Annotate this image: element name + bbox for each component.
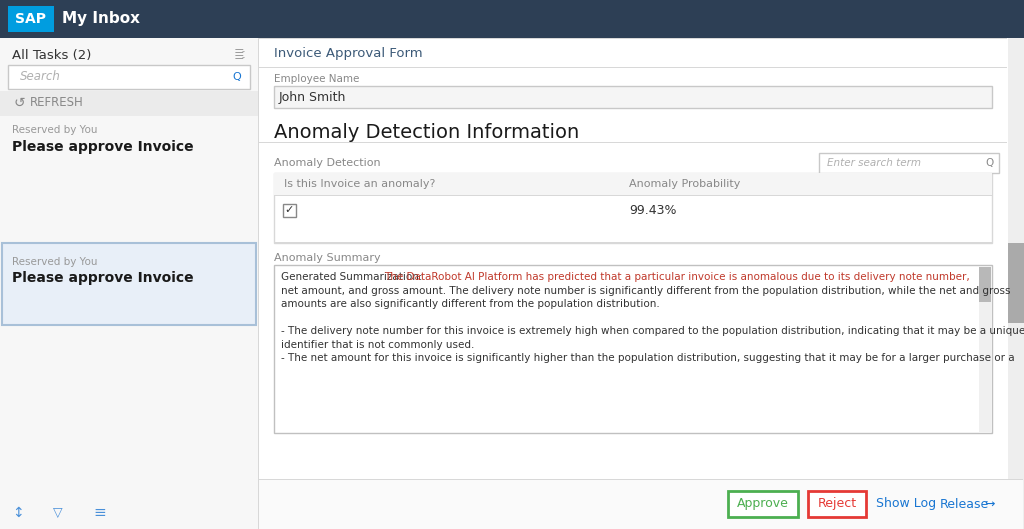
Bar [259,38,1007,68]
Text: Generated Summarization:: Generated Summarization: [281,272,426,282]
Text: -: - [242,48,245,57]
Bar [259,479,1023,480]
Text: ≡: ≡ [93,506,106,521]
Text: Release: Release [940,497,989,510]
Text: My Inbox: My Inbox [62,12,140,26]
Bar [259,38,1007,39]
Text: net amount, and gross amount. The delivery note number is significantly differen: net amount, and gross amount. The delive… [281,286,1011,296]
Bar [274,242,992,243]
Bar [1008,38,1024,529]
Bar [0,91,258,116]
Bar [979,266,991,432]
Bar [2,243,256,325]
Text: ▽: ▽ [53,506,62,519]
Text: REFRESH: REFRESH [30,96,84,110]
Text: ↺: ↺ [14,96,26,110]
Bar [274,265,992,433]
Text: identifier that is not commonly used.: identifier that is not commonly used. [281,340,474,350]
Bar [1008,243,1024,323]
Text: Q: Q [232,72,242,82]
Text: Show Log: Show Log [876,497,936,510]
Bar [274,173,992,243]
Text: Anomaly Summary: Anomaly Summary [274,253,381,263]
Text: SAP: SAP [15,12,46,26]
Text: Invoice Approval Form: Invoice Approval Form [274,47,423,59]
Text: =: = [234,51,245,65]
Bar [808,491,866,517]
Text: Enter search term: Enter search term [827,158,921,168]
Bar [979,267,991,302]
Bar [259,142,1007,143]
Text: 99.43%: 99.43% [629,204,677,216]
Text: ↕: ↕ [12,506,24,520]
Bar [259,479,1023,529]
Text: =: = [234,45,245,59]
Text: - The net amount for this invoice is significantly higher than the population di: - The net amount for this invoice is sig… [281,353,1015,363]
Text: The DataRobot AI Platform has predicted that a particular invoice is anomalous d: The DataRobot AI Platform has predicted … [384,272,970,282]
Text: Reject: Reject [817,497,856,510]
Bar [8,65,250,89]
Bar [274,86,992,108]
Text: amounts are also significantly different from the population distribution.: amounts are also significantly different… [281,299,659,309]
Bar [0,38,258,529]
Text: Anomaly Detection: Anomaly Detection [274,158,381,168]
Text: -: - [242,53,245,62]
Text: John Smith: John Smith [279,90,346,104]
Bar [283,204,296,217]
Text: Approve: Approve [737,497,788,510]
Bar [259,67,1007,68]
Text: Is this Invoice an anomaly?: Is this Invoice an anomaly? [284,179,435,189]
Text: - The delivery note number for this invoice is extremely high when compared to t: - The delivery note number for this invo… [281,326,1024,336]
Bar [0,0,1024,38]
Text: Reserved by You: Reserved by You [12,125,97,135]
Bar [274,173,992,195]
Bar [728,491,798,517]
Text: ↪: ↪ [985,497,995,510]
Text: ✓: ✓ [285,205,294,215]
Text: Employee Name: Employee Name [274,74,359,84]
Text: Please approve Invoice: Please approve Invoice [12,271,194,285]
Bar [819,153,999,173]
Text: Search: Search [20,70,60,84]
Text: Please approve Invoice: Please approve Invoice [12,140,194,154]
Text: Anomaly Detection Information: Anomaly Detection Information [274,123,580,141]
Text: All Tasks (2): All Tasks (2) [12,50,91,62]
Bar [8,6,54,32]
Text: Q: Q [985,158,993,168]
Text: Anomaly Probability: Anomaly Probability [629,179,740,189]
Bar [274,195,992,196]
Text: Reserved by You: Reserved by You [12,257,97,267]
